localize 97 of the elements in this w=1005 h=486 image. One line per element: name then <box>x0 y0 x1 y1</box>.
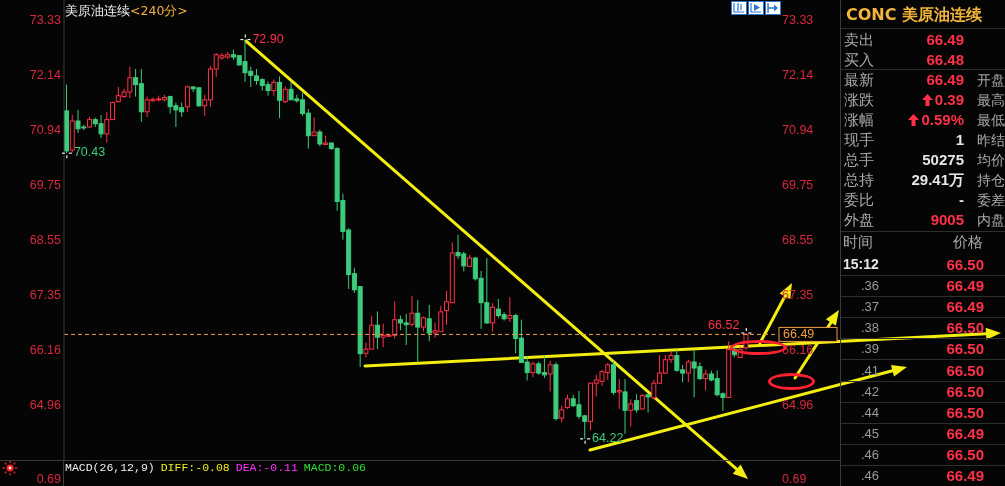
text: 委差 <box>977 191 1005 210</box>
text: 最高 <box>977 91 1005 110</box>
y2-tick-label: 69.75 <box>782 177 814 192</box>
annotation: 72.90 <box>252 31 284 46</box>
text: 价格 <box>953 232 983 252</box>
annotation: 64.22 <box>592 430 624 445</box>
text: 均价 <box>977 151 1005 170</box>
y-tick-label: 72.14 <box>29 67 62 82</box>
y-tick-label: 73.33 <box>29 13 62 28</box>
text: CONC 美原油连续 <box>846 4 983 26</box>
text: - <box>959 190 964 210</box>
text: 66.49 <box>946 276 984 297</box>
text: .36 <box>861 277 880 296</box>
text: 0.69 <box>782 472 807 486</box>
candlestick <box>622 378 628 435</box>
text: 29.41万 <box>911 170 964 190</box>
candlestick <box>507 296 513 323</box>
candlestick <box>703 369 709 392</box>
text: 总持 <box>844 170 874 190</box>
text: 66.49 <box>946 423 984 444</box>
candlestick <box>426 304 432 342</box>
text: .46 <box>861 467 880 485</box>
text: 昨结 <box>977 131 1005 150</box>
text: .38 <box>861 319 880 338</box>
text: MACD(26,12,9) <box>65 461 155 474</box>
text: 0.69 <box>36 472 61 486</box>
text: 外盘 <box>844 210 874 230</box>
candlestick <box>616 378 622 410</box>
candlestick <box>311 116 317 137</box>
candlestick <box>490 302 496 333</box>
text: .41 <box>861 361 880 380</box>
text: 0.39 <box>934 90 964 110</box>
annotation: 66.52 <box>708 318 740 333</box>
text: 总手 <box>844 150 874 170</box>
text: 66.49 <box>926 30 964 50</box>
text: 66.50 <box>946 402 984 423</box>
text: 66.49 <box>946 297 984 318</box>
y2-tick-label: 73.33 <box>782 13 814 28</box>
text: 卖出 <box>844 30 874 50</box>
candlestick <box>634 393 640 414</box>
chart-title: 美原油连续 <box>65 3 130 18</box>
text: .37 <box>861 298 880 317</box>
text: 66.50 <box>946 255 984 275</box>
text: 委比 <box>844 190 874 210</box>
y2-tick-label: 70.94 <box>782 123 814 138</box>
text: 66.48 <box>926 50 964 70</box>
text: 9005 <box>930 210 964 230</box>
text: DEA:-0.11 <box>235 461 298 474</box>
text: 66.49 <box>926 70 964 90</box>
text: 66.50 <box>946 360 984 381</box>
candlestick <box>628 398 634 427</box>
text: 66.50 <box>946 444 984 465</box>
y2-tick-label: 64.96 <box>782 398 814 413</box>
text: .39 <box>861 340 880 359</box>
text: 开盘 <box>977 71 1005 90</box>
y-tick-label: 68.55 <box>29 233 62 248</box>
text: 15:12 <box>843 255 879 274</box>
y2-tick-label: 72.14 <box>782 67 814 82</box>
text: 涨跌 <box>844 90 874 110</box>
y-tick-label: 64.96 <box>29 398 62 413</box>
text: 0.59% <box>921 110 964 130</box>
text: MACD:0.06 <box>303 461 366 474</box>
y-tick-label: 69.75 <box>29 177 62 192</box>
text: 涨幅 <box>844 110 874 130</box>
text: 内盘 <box>977 211 1005 230</box>
ref-line-label: 66.49 <box>783 327 815 342</box>
y-tick-label: 67.35 <box>29 288 62 303</box>
text: DIFF:-0.08 <box>160 461 230 474</box>
text: 买入 <box>844 50 874 70</box>
text: .42 <box>861 382 880 401</box>
text: .45 <box>861 424 880 443</box>
candlestick <box>645 393 651 414</box>
chart-subtitle: <240分> <box>130 3 188 18</box>
text: 持仓 <box>977 171 1005 190</box>
y-tick-label: 70.94 <box>29 123 62 138</box>
y2-tick-label: 68.55 <box>782 233 814 248</box>
text: 最新 <box>844 70 874 90</box>
text: .46 <box>861 445 880 464</box>
candlestick <box>374 310 380 350</box>
text: 66.49 <box>946 466 984 486</box>
text: 时间 <box>843 232 873 252</box>
candlestick <box>277 75 283 119</box>
text: 现手 <box>844 130 874 150</box>
text: .44 <box>861 403 880 422</box>
annotation: 70.43 <box>73 145 106 160</box>
text: 50275 <box>922 150 964 170</box>
candlestick <box>547 360 553 392</box>
candlestick <box>415 299 421 363</box>
text: 66.50 <box>946 381 984 402</box>
text: 最低 <box>977 111 1005 130</box>
y-tick-label: 66.16 <box>29 343 62 358</box>
candlestick <box>409 295 415 328</box>
candlestick <box>184 85 190 113</box>
text: 66.50 <box>946 318 984 339</box>
text: 1 <box>955 130 964 150</box>
text: 66.50 <box>946 339 984 360</box>
candlestick <box>685 359 691 383</box>
